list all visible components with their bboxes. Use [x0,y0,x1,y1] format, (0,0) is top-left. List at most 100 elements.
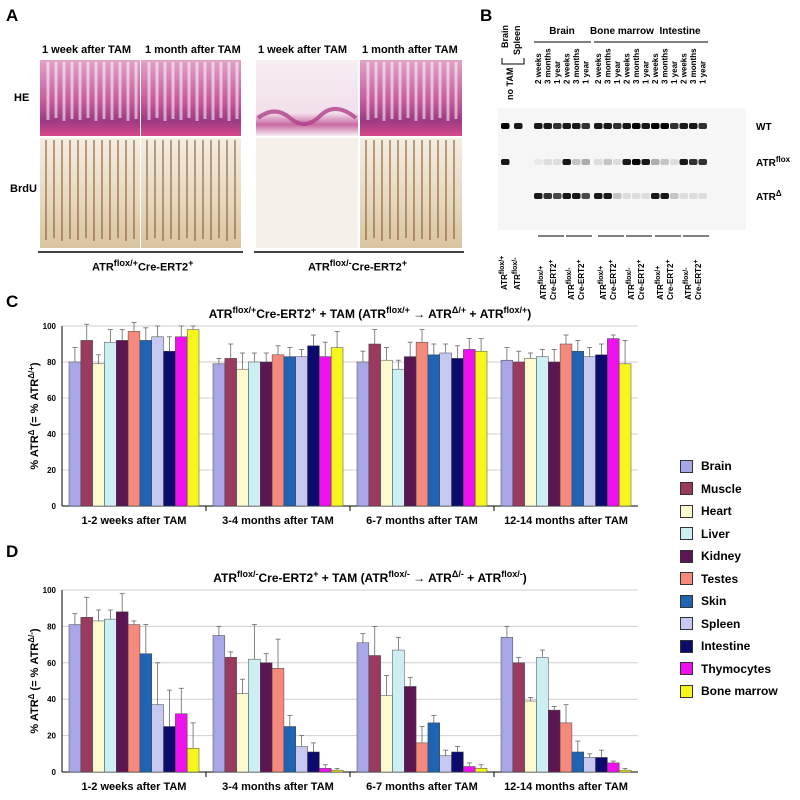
bar [451,751,464,773]
bar [139,340,152,507]
bar [368,343,381,507]
bar [307,345,320,507]
bar [571,350,584,507]
bar [319,356,332,507]
genotype-label-tail: Cre-ERT2+ [576,259,587,300]
panel-letter-c: C [6,292,19,311]
blot-band [534,159,543,165]
blot-band [689,159,698,165]
blot-band [543,193,552,199]
blot-band [622,193,631,199]
chart-title: ATRflox/+Cre-ERT2+ + TAM (ATRflox/+ → AT… [209,305,532,321]
bar [524,358,537,507]
blot-band [651,123,660,129]
blot-band [572,193,581,199]
blot-band [594,159,603,165]
bar [283,726,296,773]
blot-band [572,123,581,129]
blot-band [603,193,612,199]
blot-band [501,123,510,129]
blot-band [670,123,679,129]
blot-band [613,159,622,165]
micrograph-brdu-floxminus-1week [256,138,358,248]
legend-swatch [680,617,693,631]
bar [116,340,129,507]
row-label-he: HE [14,92,30,104]
blot-band [501,159,510,165]
bar [212,363,226,507]
bar [571,751,584,773]
time-label: 1 year [553,61,562,84]
blot-band [514,123,523,129]
row-label-brdu: BrdU [10,183,37,195]
legend-swatch [680,572,693,586]
legend-label: Heart [701,504,732,519]
y-tick-label: 0 [52,502,57,511]
bar [224,358,237,507]
bar [559,722,573,773]
legend-item: Spleen [680,613,798,636]
genotype-label: ATRflox/+ [538,266,549,300]
bar [607,338,620,507]
bar [248,361,261,507]
genotype-label-tail: Cre-ERT2+ [636,259,647,300]
blot-band [581,123,590,129]
blot-band [641,123,650,129]
legend-item: Skin [680,590,798,613]
y-tick-label: 40 [47,430,56,439]
y-tick-label: 80 [47,622,56,631]
genotype-label: ATRflox/- [683,267,694,300]
blot-band [562,159,571,165]
legend-item: Muscle [680,478,798,501]
legend-swatch [680,482,693,496]
col-label-right-1week: 1 week after TAM [258,44,348,56]
bar [139,653,152,773]
bar [186,748,200,773]
legend-swatch [680,459,693,473]
time-label: 3 months [689,48,698,84]
time-label: 3 months [632,48,641,84]
bar [463,766,476,773]
x-tick-label: 6-7 months after TAM [366,781,478,793]
bar [548,361,561,507]
bar [186,329,200,507]
bar [271,354,285,507]
y-tick-label: 40 [47,695,56,704]
blot-band [603,123,612,129]
group-label: Bone marrow [590,26,654,37]
bar [524,700,537,773]
bar [404,686,417,773]
lane-label-brain: Brain [500,25,510,48]
bar [104,341,117,507]
bar [295,356,308,507]
blot-band [613,193,622,199]
bar [380,359,393,507]
blot-band [543,123,552,129]
genotype-label: ATRflox/+ [598,266,609,300]
bar [175,713,188,773]
bar [151,704,164,773]
genotype-label-floxminus: ATRflox/-Cre-ERT2+ [308,258,408,274]
y-tick-label: 100 [43,322,57,331]
time-label: 2 weeks [651,53,660,84]
blot-band [572,159,581,165]
bar [618,363,632,507]
legend-label: Spleen [701,616,741,631]
y-tick-label: 20 [47,732,56,741]
bar [474,350,488,507]
genotype-label-tail: Cre-ERT2+ [548,259,559,300]
genotype-label: ATRflox/+ [655,266,666,300]
bar [80,340,93,507]
y-tick-label: 100 [43,586,57,595]
bar [415,341,429,507]
blot-band [632,123,641,129]
blot-band [698,159,707,165]
time-label: 2 weeks [534,53,543,84]
blot-band [689,123,698,129]
blot-band [553,193,562,199]
bar [307,751,320,773]
bar [607,762,620,773]
bar [163,350,176,507]
group-label: Brain [549,26,575,37]
